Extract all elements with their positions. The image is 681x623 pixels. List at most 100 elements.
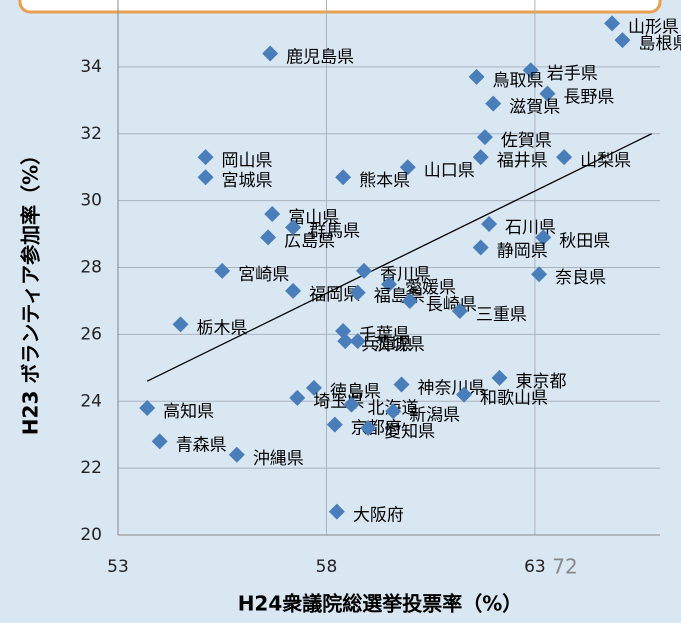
point: [349, 284, 366, 301]
point: [485, 95, 502, 112]
point-label: 鹿児島県: [286, 48, 354, 68]
point-label: 佐賀県: [501, 131, 552, 151]
point-label: 静岡県: [497, 241, 548, 261]
point: [197, 149, 214, 166]
y-tick-label: 34: [80, 57, 102, 77]
point-label: 神奈川県: [418, 379, 486, 399]
point-label: 群馬県: [309, 221, 360, 241]
point-label: 愛媛県: [405, 278, 456, 298]
point: [305, 379, 322, 396]
point: [531, 266, 548, 283]
point-label: 岡山県: [222, 151, 273, 171]
point: [468, 68, 485, 85]
point: [472, 149, 489, 166]
y-tick-label: 26: [80, 324, 102, 344]
point: [522, 62, 539, 79]
y-tick-label: 20: [80, 525, 102, 545]
point: [360, 420, 377, 436]
point-label: 福島県: [374, 287, 425, 307]
point: [139, 399, 156, 416]
point-label: 京都府: [351, 419, 402, 439]
y-tick-label: 32: [80, 124, 102, 144]
point-label: 熊本県: [359, 171, 410, 191]
point: [335, 169, 352, 186]
point: [228, 446, 245, 463]
point: [337, 333, 354, 350]
x-tick-label: 63: [524, 557, 546, 577]
point: [214, 262, 231, 279]
point-label: 宮崎県: [238, 265, 289, 285]
point: [260, 229, 277, 246]
y-tick-label: 28: [80, 258, 102, 278]
point: [556, 149, 573, 166]
point: [326, 416, 343, 433]
point-label: 愛知県: [384, 422, 435, 442]
y-tick-label: 30: [80, 191, 102, 211]
point: [343, 396, 360, 413]
point-label: 奈良県: [555, 268, 606, 288]
point-label: 千葉県: [359, 325, 410, 345]
point-label: 三重県: [476, 305, 527, 325]
point-label: 山口県: [424, 161, 475, 181]
point: [476, 129, 493, 146]
point: [285, 282, 302, 299]
point: [285, 219, 302, 236]
point-label: 宮城県: [222, 171, 273, 191]
point: [328, 503, 345, 520]
point: [399, 159, 416, 176]
point: [401, 292, 418, 309]
point: [472, 239, 489, 256]
point: [172, 316, 189, 333]
y-axis-title: H23 ボランティア参加率（%）: [19, 145, 43, 435]
point: [355, 262, 372, 279]
point-label: 福岡県: [309, 285, 360, 305]
point-label: 長崎県: [426, 295, 477, 315]
x-tick-label: 53: [107, 557, 129, 577]
title-banner: [18, 0, 662, 14]
point-label: 山形県: [628, 17, 679, 37]
point: [264, 206, 281, 222]
point-label: 青森県: [176, 435, 227, 455]
point: [539, 85, 556, 102]
point: [535, 229, 552, 246]
point-label: 和歌山県: [480, 389, 548, 409]
point: [393, 376, 410, 393]
point: [151, 433, 168, 450]
point-label: 香川県: [380, 265, 431, 285]
point-label: 兵庫県: [361, 335, 412, 355]
point: [604, 15, 621, 32]
point-label: 徳島県: [330, 382, 381, 402]
point: [262, 45, 279, 62]
point-label: 秋田県: [559, 231, 610, 251]
point: [349, 333, 366, 350]
point: [289, 389, 306, 406]
point-label: 島根県: [638, 34, 681, 54]
x-tick-label: 58: [316, 557, 338, 577]
point-label: 富山県: [288, 208, 339, 228]
point-label: 鳥取県: [493, 71, 544, 91]
x-axis-title: H24衆議院総選挙投票率（%）: [238, 592, 523, 616]
point-label: 滋賀県: [509, 98, 560, 118]
point-label: 岩手県: [547, 64, 598, 84]
point: [451, 302, 468, 319]
y-tick-label: 24: [80, 391, 102, 411]
point-label: 沖縄県: [253, 449, 304, 469]
point: [456, 386, 473, 403]
point-label: 東京都: [515, 372, 566, 392]
point-label: 高知県: [163, 402, 214, 422]
point-label: 長野県: [563, 88, 614, 108]
point-label: 広島県: [284, 231, 335, 251]
point: [614, 32, 631, 49]
point: [385, 403, 402, 420]
point: [197, 169, 214, 186]
y-tick-label: 22: [80, 458, 102, 478]
point-label: 茨城県: [374, 335, 425, 355]
point-label: 大阪府: [353, 506, 404, 526]
point-label: 福井県: [497, 151, 548, 171]
point: [481, 216, 498, 233]
point-label: 山梨県: [580, 151, 631, 171]
page-number: 72: [552, 555, 577, 579]
point-label: 栃木県: [197, 318, 248, 338]
trendline: [146, 133, 652, 382]
